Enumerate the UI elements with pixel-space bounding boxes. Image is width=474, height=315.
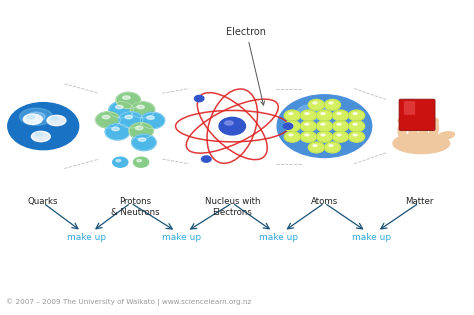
Ellipse shape: [23, 114, 42, 124]
Ellipse shape: [329, 102, 333, 104]
Ellipse shape: [147, 116, 155, 119]
Circle shape: [317, 121, 332, 131]
Ellipse shape: [123, 96, 130, 99]
Ellipse shape: [353, 134, 357, 136]
Circle shape: [332, 131, 348, 142]
Ellipse shape: [353, 113, 357, 115]
Circle shape: [113, 157, 128, 167]
Ellipse shape: [305, 123, 309, 125]
Ellipse shape: [27, 115, 35, 119]
Circle shape: [348, 121, 365, 131]
Circle shape: [284, 110, 301, 121]
Ellipse shape: [337, 123, 341, 125]
Circle shape: [332, 121, 348, 131]
Ellipse shape: [393, 133, 450, 154]
Ellipse shape: [398, 121, 407, 137]
Ellipse shape: [125, 115, 133, 119]
Ellipse shape: [102, 115, 110, 119]
Circle shape: [309, 100, 324, 110]
Circle shape: [96, 112, 120, 128]
Circle shape: [284, 121, 301, 131]
Ellipse shape: [289, 113, 293, 115]
Text: Quarks: Quarks: [28, 197, 58, 206]
Ellipse shape: [289, 134, 293, 136]
Text: Nucleus with
Electrons: Nucleus with Electrons: [204, 197, 260, 217]
Ellipse shape: [353, 123, 357, 125]
Circle shape: [277, 95, 372, 158]
Ellipse shape: [419, 118, 428, 123]
Text: make up: make up: [259, 233, 298, 243]
Ellipse shape: [321, 134, 325, 136]
Ellipse shape: [430, 121, 438, 137]
Ellipse shape: [137, 105, 145, 109]
Ellipse shape: [136, 126, 143, 130]
FancyBboxPatch shape: [404, 101, 415, 115]
Circle shape: [118, 112, 143, 128]
Ellipse shape: [27, 112, 45, 122]
Text: make up: make up: [67, 233, 107, 243]
Text: Protons
& Neutrons: Protons & Neutrons: [111, 197, 160, 217]
Ellipse shape: [35, 133, 43, 136]
Circle shape: [348, 131, 365, 142]
Circle shape: [317, 110, 332, 121]
Circle shape: [109, 102, 134, 118]
Circle shape: [301, 131, 317, 142]
Circle shape: [8, 103, 79, 150]
Ellipse shape: [305, 134, 309, 136]
Ellipse shape: [51, 117, 58, 120]
Ellipse shape: [137, 159, 142, 162]
Circle shape: [105, 123, 130, 140]
Circle shape: [309, 142, 324, 153]
Ellipse shape: [329, 145, 333, 146]
Ellipse shape: [321, 123, 325, 125]
Ellipse shape: [116, 159, 121, 162]
Ellipse shape: [438, 132, 455, 139]
Circle shape: [317, 131, 332, 142]
Ellipse shape: [321, 113, 325, 115]
Circle shape: [219, 117, 246, 135]
Ellipse shape: [398, 118, 407, 123]
Ellipse shape: [305, 113, 309, 115]
Ellipse shape: [313, 102, 317, 104]
Ellipse shape: [47, 115, 66, 126]
Ellipse shape: [116, 105, 123, 109]
Circle shape: [116, 92, 141, 109]
Circle shape: [140, 112, 164, 129]
Text: make up: make up: [352, 233, 391, 243]
Circle shape: [129, 123, 154, 139]
Ellipse shape: [337, 113, 341, 115]
Ellipse shape: [138, 138, 146, 141]
Ellipse shape: [225, 121, 233, 125]
Text: Atoms: Atoms: [311, 197, 338, 206]
Circle shape: [134, 157, 149, 167]
Ellipse shape: [419, 121, 428, 137]
Ellipse shape: [409, 118, 418, 123]
Circle shape: [201, 156, 211, 162]
Ellipse shape: [19, 108, 53, 125]
Circle shape: [348, 110, 365, 121]
Circle shape: [301, 110, 317, 121]
Circle shape: [132, 134, 156, 151]
Circle shape: [194, 95, 204, 102]
FancyBboxPatch shape: [399, 99, 435, 130]
Circle shape: [284, 131, 301, 142]
Circle shape: [324, 100, 340, 110]
Ellipse shape: [313, 145, 317, 146]
Circle shape: [324, 142, 340, 153]
Circle shape: [301, 121, 317, 131]
Ellipse shape: [31, 131, 50, 142]
Circle shape: [283, 123, 293, 129]
Text: © 2007 – 2009 The University of Waikato | www.sciencelearn.org.nz: © 2007 – 2009 The University of Waikato …: [6, 299, 252, 306]
Circle shape: [130, 102, 155, 118]
Ellipse shape: [297, 105, 328, 120]
Ellipse shape: [289, 123, 293, 125]
Ellipse shape: [409, 121, 418, 137]
Text: make up: make up: [162, 233, 201, 243]
Ellipse shape: [337, 134, 341, 136]
Ellipse shape: [112, 127, 119, 131]
Ellipse shape: [430, 118, 438, 123]
Circle shape: [332, 110, 348, 121]
Text: Matter: Matter: [405, 197, 433, 206]
Text: Electron: Electron: [227, 27, 266, 105]
